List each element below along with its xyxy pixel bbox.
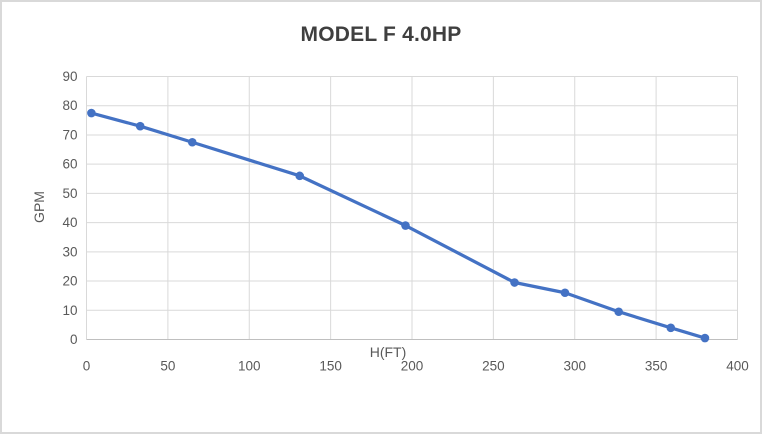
y-tick-label: 50: [62, 186, 77, 201]
data-point-marker: [614, 307, 623, 317]
data-point-marker: [187, 137, 197, 147]
y-tick-label: 70: [62, 127, 77, 142]
y-tick-label: 20: [62, 274, 77, 289]
data-point-marker: [560, 288, 570, 298]
x-tick-label: 300: [563, 359, 586, 374]
data-point-marker: [700, 333, 710, 343]
y-tick-label: 40: [62, 215, 77, 230]
x-tick-label: 250: [482, 359, 505, 374]
y-tick-label: 90: [62, 69, 77, 84]
x-tick-label: 150: [319, 359, 342, 374]
series-line: [89, 111, 707, 340]
data-point-marker: [87, 108, 96, 118]
data-point-marker: [295, 171, 305, 181]
x-tick-label: 400: [726, 359, 749, 374]
x-tick-label: 350: [645, 359, 668, 374]
y-tick-label: 30: [62, 244, 77, 259]
y-axis-title: GPM: [31, 191, 47, 223]
data-point-marker: [135, 121, 145, 131]
x-tick-label: 100: [238, 359, 261, 374]
x-tick-label: 200: [401, 359, 424, 374]
y-tick-label: 80: [62, 98, 77, 113]
data-point-marker: [401, 221, 410, 230]
data-point-marker: [510, 278, 519, 287]
chart-title: MODEL F 4.0HP: [300, 23, 462, 46]
y-tick-label: 0: [70, 332, 78, 347]
x-tick-label: 50: [160, 359, 175, 374]
x-tick-label: 0: [83, 359, 91, 374]
data-point-marker: [666, 323, 676, 333]
y-tick-label: 10: [62, 303, 77, 318]
y-tick-label: 60: [62, 157, 77, 172]
x-axis-title: H(FT): [369, 344, 407, 360]
